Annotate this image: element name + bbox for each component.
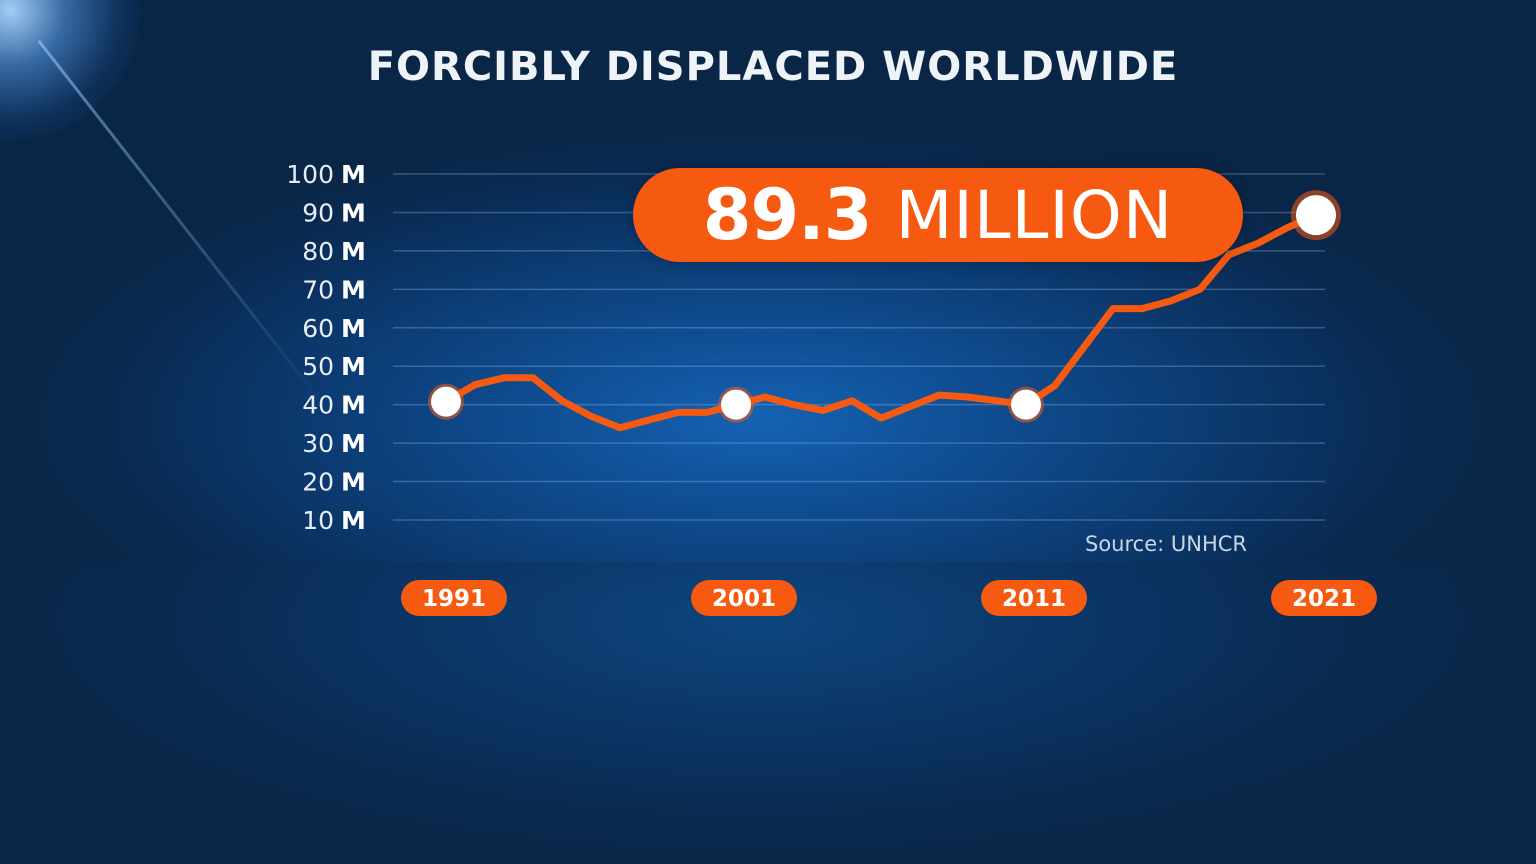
y-tick-unit-20: M — [341, 468, 366, 497]
y-tick-unit-40: M — [341, 391, 366, 420]
x-tick-label-2021: 2021 — [1292, 586, 1356, 612]
data-point-2001 — [721, 389, 751, 420]
series-line — [442, 211, 1320, 432]
y-tick-label-30: 30 — [302, 429, 334, 458]
y-axis: 100 M90 M80 M70 M60 M50 M40 M30 M20 M10 M — [286, 160, 366, 535]
chart-title: FORCIBLY DISPLACED WORLDWIDE — [367, 44, 1179, 90]
x-tick-label-1991: 1991 — [422, 586, 486, 612]
x-tick-pill-2001 — [691, 580, 797, 616]
callout-value: 89.3 — [702, 174, 873, 256]
data-point-2021 — [1296, 195, 1336, 236]
grid-lines — [393, 173, 1325, 521]
y-tick-label-90: 90 — [302, 198, 334, 227]
y-tick-unit-50: M — [341, 352, 366, 381]
data-point-2011 — [1011, 389, 1041, 420]
x-tick-label-2011: 2011 — [1002, 586, 1066, 612]
latest-value-callout: 89.3 MILLION — [633, 168, 1243, 262]
source-note: Source: UNHCR — [1085, 532, 1247, 556]
y-tick-label-50: 50 — [302, 352, 334, 381]
y-tick-unit-30: M — [341, 429, 366, 458]
y-tick-unit-70: M — [341, 275, 366, 304]
x-tick-pill-2021 — [1271, 580, 1377, 616]
y-tick-label-20: 20 — [302, 468, 334, 497]
marker-layer — [428, 190, 1341, 423]
y-tick-unit-100: M — [341, 160, 366, 189]
y-tick-label-70: 70 — [302, 275, 334, 304]
x-axis: 1991 2001 2011 2021 — [401, 580, 1377, 616]
series-layer — [442, 211, 1320, 432]
x-tick-pill-2011 — [981, 580, 1087, 616]
y-tick-label-60: 60 — [302, 314, 334, 343]
data-point-1991 — [431, 386, 461, 417]
y-tick-label-80: 80 — [302, 237, 334, 266]
x-tick-label-2001: 2001 — [712, 586, 776, 612]
y-tick-unit-60: M — [341, 314, 366, 343]
y-tick-unit-80: M — [341, 237, 366, 266]
y-tick-unit-90: M — [341, 198, 366, 227]
y-tick-label-40: 40 — [302, 391, 334, 420]
y-tick-unit-10: M — [341, 506, 366, 535]
callout-unit: MILLION — [895, 176, 1174, 254]
y-tick-label-10: 10 — [302, 506, 334, 535]
x-tick-pill-1991 — [401, 580, 507, 616]
y-tick-label-100: 100 — [286, 160, 334, 189]
